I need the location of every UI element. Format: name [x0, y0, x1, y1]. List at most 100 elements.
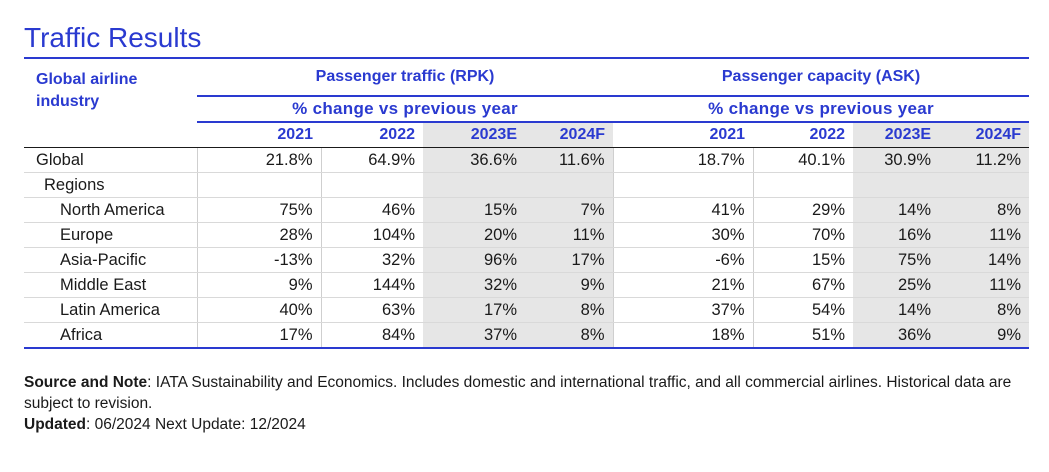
table-cell: 9%	[197, 272, 322, 298]
table-row: Global 21.8% 64.9% 36.6% 11.6% 18.7% 40.1% 30.9…	[24, 147, 1030, 173]
table-cell: 18.7%	[613, 147, 754, 173]
table-cell: 11%	[939, 222, 1030, 248]
table-cell: 11%	[525, 222, 614, 248]
table-cell: 63%	[321, 297, 423, 323]
table-cell: 8%	[939, 197, 1030, 223]
year-header: 2023E	[853, 121, 940, 148]
table-cell: 30.9%	[853, 147, 940, 173]
row-label: Asia-Pacific	[24, 247, 198, 273]
year-header: 2022	[321, 121, 423, 148]
table-cell: 8%	[939, 297, 1030, 323]
table-cell: 8%	[525, 297, 614, 323]
table-cell: -6%	[613, 247, 754, 273]
table-cell: 25%	[853, 272, 940, 298]
table-cell: 17%	[197, 322, 322, 349]
row-label: North America	[24, 197, 198, 223]
table-cell: 15%	[753, 247, 854, 273]
table-cell: 8%	[525, 322, 614, 349]
table-cell	[525, 172, 614, 198]
table-cell: 37%	[613, 297, 754, 323]
table-cell: 11.6%	[525, 147, 614, 173]
table-cell	[423, 172, 525, 198]
row-label: Europe	[24, 222, 198, 248]
year-header: 2024F	[939, 121, 1030, 148]
table-row: North America 75% 46% 15% 7% 41% 29% 14% 8%	[24, 197, 1030, 223]
table-cell: 17%	[525, 247, 614, 273]
table-cell: 15%	[423, 197, 525, 223]
table-cell: 11.2%	[939, 147, 1030, 173]
table-cell: 46%	[321, 197, 423, 223]
table-cell: 18%	[613, 322, 754, 349]
table-cell	[197, 172, 322, 198]
year-corner	[24, 122, 197, 148]
updated-text: : 06/2024 Next Update: 12/2024	[86, 416, 306, 433]
table-cell: 16%	[853, 222, 940, 248]
table-cell: 17%	[423, 297, 525, 323]
table-cell: 11%	[939, 272, 1030, 298]
table-cell: 54%	[753, 297, 854, 323]
table-body: Global 21.8% 64.9% 36.6% 11.6% 18.7% 40.1% 30.9…	[24, 147, 1030, 349]
row-label: Regions	[24, 172, 198, 198]
year-header: 2023E	[423, 121, 525, 148]
table-row: Europe 28% 104% 20% 11% 30% 70% 16% 11%	[24, 222, 1030, 248]
table-row: Middle East 9% 144% 32% 9% 21% 67% 25% 11%	[24, 272, 1030, 298]
table-cell: 14%	[853, 297, 940, 323]
row-label: Middle East	[24, 272, 198, 298]
subheader-capacity: % change vs previous year	[613, 95, 1030, 122]
table-cell: 9%	[939, 322, 1030, 349]
table-cell: 37%	[423, 322, 525, 349]
table-cell: 64.9%	[321, 147, 423, 173]
table-cell	[939, 172, 1030, 198]
year-header: 2021	[197, 121, 321, 148]
table-cell: 21.8%	[197, 147, 322, 173]
table-row: Latin America 40% 63% 17% 8% 37% 54% 14% 8%	[24, 297, 1030, 323]
table-cell: 104%	[321, 222, 423, 248]
table-cell: -13%	[197, 247, 322, 273]
table-cell: 14%	[853, 197, 940, 223]
table-cell: 7%	[525, 197, 614, 223]
table-cell: 36%	[853, 322, 940, 349]
table-row: Asia-Pacific -13% 32% 96% 17% -6% 15% 75% 14%	[24, 247, 1030, 273]
year-header: 2021	[613, 121, 754, 148]
row-label: Latin America	[24, 297, 198, 323]
table-cell: 84%	[321, 322, 423, 349]
table-cell: 9%	[525, 272, 614, 298]
table-cell: 36.6%	[423, 147, 525, 173]
table-cell: 75%	[197, 197, 322, 223]
group-header-capacity: Passenger capacity (ASK)	[613, 57, 1030, 96]
subheader-traffic: % change vs previous year	[197, 95, 614, 122]
table-cell: 144%	[321, 272, 423, 298]
table-cell: 32%	[423, 272, 525, 298]
table-cell	[753, 172, 854, 198]
table-cell	[613, 172, 754, 198]
table-cell: 32%	[321, 247, 423, 273]
group-header-traffic: Passenger traffic (RPK)	[197, 57, 614, 96]
table-cell: 40%	[197, 297, 322, 323]
year-header: 2022	[753, 121, 854, 148]
table-cell: 51%	[753, 322, 854, 349]
table-cell: 40.1%	[753, 147, 854, 173]
table-cell: 41%	[613, 197, 754, 223]
traffic-results-table: Global airline industry Passenger traffi…	[24, 57, 1030, 349]
table-cell: 96%	[423, 247, 525, 273]
table-cell	[853, 172, 940, 198]
table-cell: 75%	[853, 247, 940, 273]
source-notes: Source and Note: IATA Sustainability and…	[24, 372, 1024, 435]
table-cell: 21%	[613, 272, 754, 298]
source-text: : IATA Sustainability and Economics. Inc…	[24, 374, 1012, 412]
table-cell: 28%	[197, 222, 322, 248]
table-cell: 30%	[613, 222, 754, 248]
table-cell: 20%	[423, 222, 525, 248]
table-cell	[321, 172, 423, 198]
row-label: Global	[24, 147, 198, 173]
row-label: Africa	[24, 322, 198, 349]
table-cell: 29%	[753, 197, 854, 223]
table-row: Africa 17% 84% 37% 8% 18% 51% 36% 9%	[24, 322, 1030, 349]
page-title: Traffic Results	[24, 22, 202, 53]
table-cell: 67%	[753, 272, 854, 298]
table-row: Regions	[24, 172, 1030, 198]
year-header: 2024F	[525, 121, 614, 148]
table-cell: 14%	[939, 247, 1030, 273]
source-label: Source and Note	[24, 374, 148, 391]
updated-label: Updated	[24, 416, 86, 433]
